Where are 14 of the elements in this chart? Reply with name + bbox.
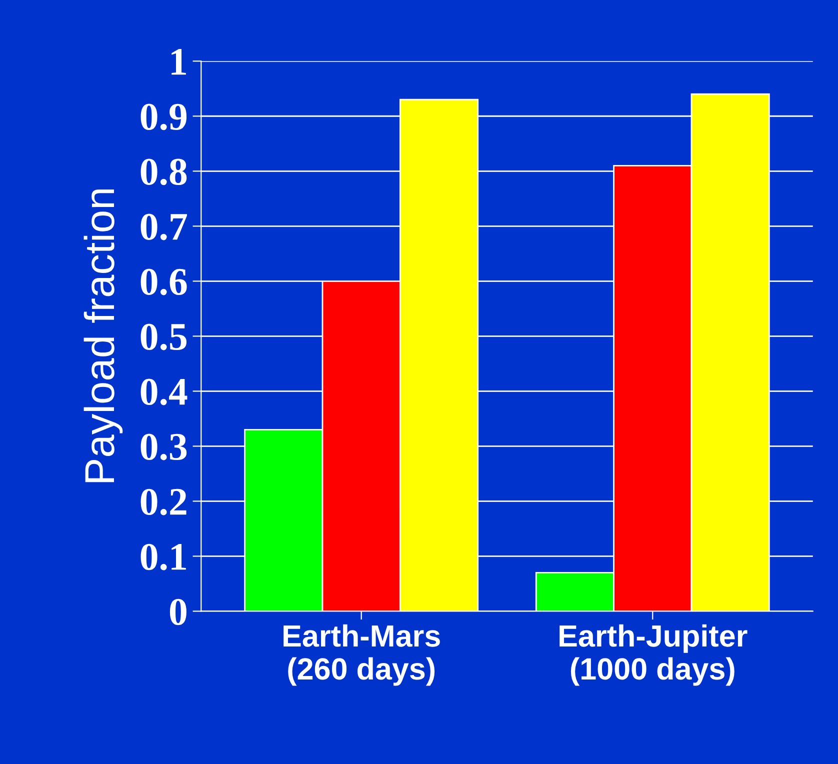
y-tick-label: 1: [172, 48, 186, 75]
y-axis-title: Payload fraction: [84, 189, 123, 482]
x-tick-label: Earth-Jupiter (1000 days): [560, 624, 748, 686]
x-tick-label: Earth-Mars (260 days): [284, 624, 440, 686]
y-tick-label: 0.2: [140, 488, 186, 516]
y-tick-label: 0.4: [140, 378, 188, 406]
y-tick-label: 0.6: [140, 268, 187, 296]
y-tick-label: 0.3: [140, 434, 187, 460]
y-tick-label: 0.7: [140, 214, 187, 240]
y-tick-label: 0: [170, 598, 186, 626]
y-tick-label: 0.1: [140, 544, 186, 570]
y-tick-label: 0.8: [140, 158, 187, 186]
y-tick-label: 0.9: [140, 104, 187, 130]
y-tick-label: 0.5: [140, 324, 187, 350]
